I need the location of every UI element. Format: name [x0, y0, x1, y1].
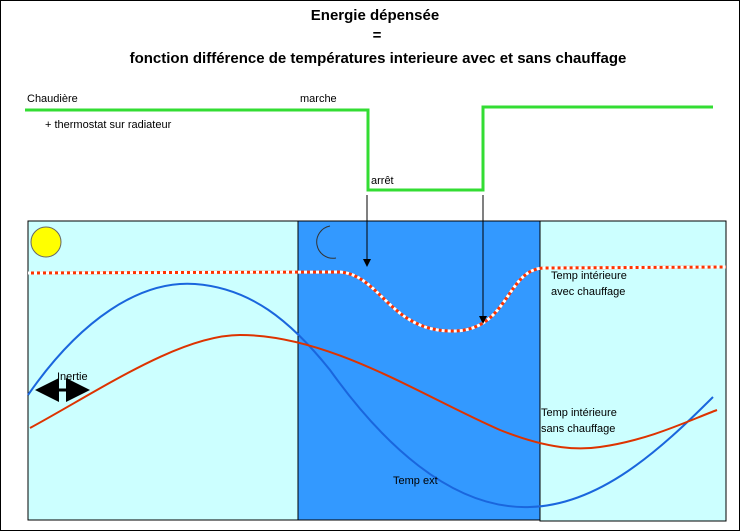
unheated-temp	[29, 333, 718, 450]
heated-temp-dash	[27, 265, 727, 333]
moon	[316, 225, 337, 259]
label: + thermostat sur radiateur	[45, 119, 172, 131]
sun	[30, 226, 62, 258]
label: Temp intérieure	[541, 407, 617, 419]
label: marche	[300, 93, 337, 105]
label: sans chauffage	[541, 423, 615, 435]
label: Chaudière	[27, 93, 78, 105]
label: arrêt	[371, 175, 394, 187]
label: avec chauffage	[551, 286, 625, 298]
label: Temp ext	[393, 475, 438, 487]
outside-temp	[27, 282, 714, 509]
label: Temp intérieure	[551, 270, 627, 282]
title-1: Energie dépensée	[311, 7, 439, 24]
title-3: fonction différence de températures inte…	[130, 50, 627, 67]
label: Inertie	[57, 371, 88, 383]
title-2: =	[373, 27, 382, 44]
day-panel-2	[539, 220, 727, 522]
boiler-line	[25, 105, 713, 192]
